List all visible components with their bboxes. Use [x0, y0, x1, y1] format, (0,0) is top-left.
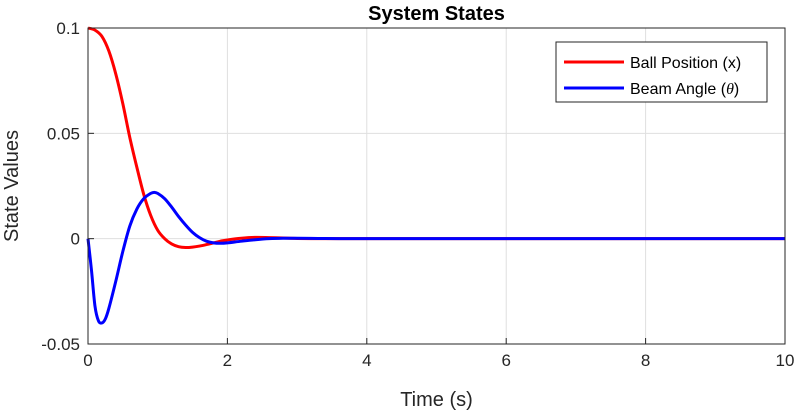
legend-label-beam-angle: Beam Angle (θ) — [630, 81, 739, 98]
y-tick-label: 0 — [71, 230, 80, 249]
series-lines — [86, 26, 785, 325]
plot-box — [87, 27, 786, 345]
series-line-1 — [86, 190, 785, 325]
chart-title: System States — [368, 3, 505, 25]
x-tick-label: 0 — [83, 351, 92, 370]
x-tick-label: 6 — [501, 351, 510, 370]
x-tick-label: 8 — [641, 351, 650, 370]
legend: Ball Position (x) Beam Angle (θ) — [555, 41, 768, 103]
legend-box — [555, 41, 768, 103]
y-axis-label: State Values — [1, 130, 23, 242]
y-tick-label: 0.05 — [47, 124, 80, 143]
legend-label-ball-position: Ball Position (x) — [630, 55, 741, 72]
x-tick-label: 10 — [776, 351, 795, 370]
x-tick-label: 2 — [223, 351, 232, 370]
y-tick-label: -0.05 — [41, 335, 80, 354]
x-axis-label: Time (s) — [400, 389, 473, 411]
x-tick-label: 4 — [362, 351, 371, 370]
y-tick-label: 0.1 — [56, 19, 80, 38]
